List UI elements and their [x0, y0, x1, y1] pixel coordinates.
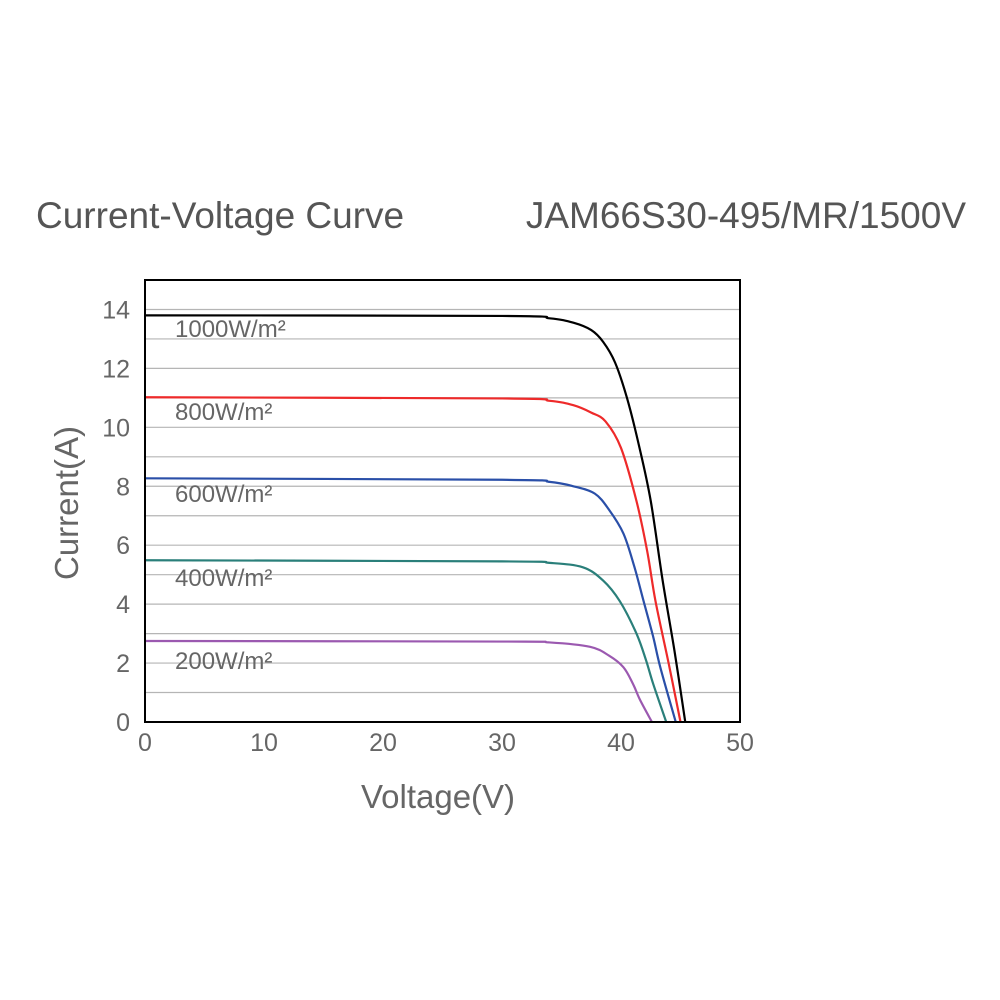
x-tick-label: 30 — [488, 729, 516, 757]
x-tick-label: 40 — [607, 729, 635, 757]
series-label: 800W/m² — [175, 399, 272, 426]
y-tick-label: 0 — [116, 709, 130, 737]
x-tick-label: 0 — [138, 729, 152, 757]
y-tick-label: 14 — [102, 296, 130, 324]
y-axis-label: Current(A) — [48, 426, 85, 580]
chart-subtitle: JAM66S30-495/MR/1500V — [526, 195, 966, 236]
y-tick-label: 10 — [102, 414, 130, 442]
tick-labels: 0 10 20 30 40 50 0 2 4 6 8 10 12 14 — [102, 296, 754, 757]
y-tick-label: 8 — [116, 473, 130, 501]
x-tick-label: 20 — [369, 729, 397, 757]
x-axis-label: Voltage(V) — [361, 778, 515, 815]
series-label: 200W/m² — [175, 648, 272, 675]
series-label: 400W/m² — [175, 565, 272, 592]
x-tick-label: 50 — [726, 729, 754, 757]
series-line — [144, 396, 682, 723]
y-tick-label: 12 — [102, 355, 130, 383]
y-tick-label: 6 — [116, 532, 130, 560]
series-labels: 1000W/m² 800W/m² 600W/m² 400W/m² 200W/m² — [175, 316, 286, 675]
plot-frame — [144, 279, 741, 723]
series-line — [144, 477, 677, 723]
series-line — [144, 639, 653, 723]
series-line — [144, 559, 668, 723]
series-group — [144, 314, 687, 723]
y-tick-label: 4 — [116, 591, 130, 619]
x-tick-label: 10 — [250, 729, 278, 757]
series-label: 1000W/m² — [175, 316, 286, 343]
series-label: 600W/m² — [175, 481, 272, 508]
y-tick-label: 2 — [116, 650, 130, 678]
series-line — [144, 314, 687, 723]
chart-title: Current-Voltage Curve — [36, 195, 404, 236]
